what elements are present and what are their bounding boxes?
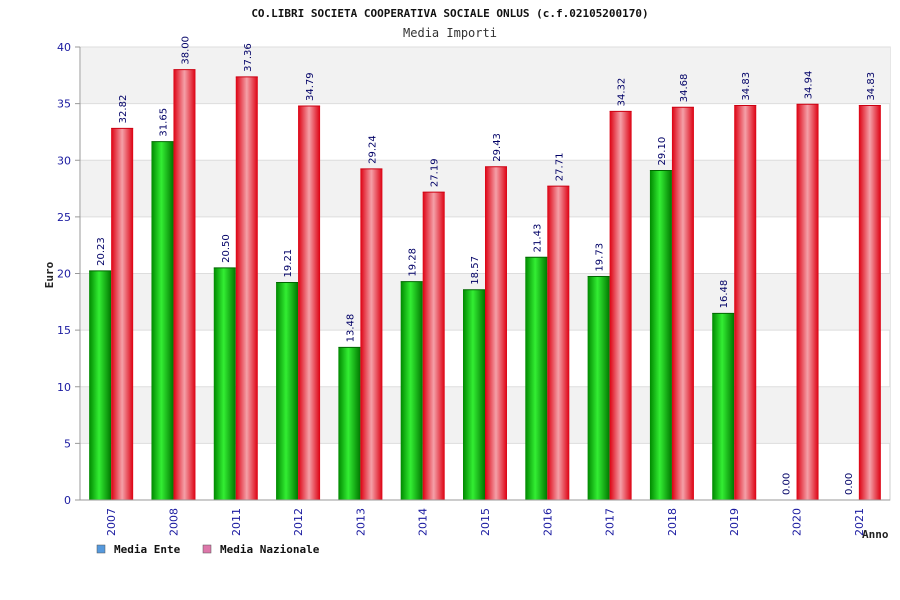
bar-media-nazionale <box>111 128 134 500</box>
y-axis-label: Euro <box>43 261 56 288</box>
bar-media-nazionale <box>422 192 445 501</box>
data-label-media-ente: 0.00 <box>844 473 855 495</box>
bars <box>89 69 881 501</box>
y-tick-label: 0 <box>64 494 71 507</box>
bar-media-nazionale <box>734 105 757 501</box>
bar-media-nazionale <box>547 186 570 500</box>
x-tick-label: 2007 <box>105 508 118 536</box>
bar-media-ente <box>213 267 236 500</box>
bar-media-ente <box>151 141 174 500</box>
data-label-media-nazionale: 34.32 <box>617 78 628 107</box>
legend: Media Ente Media Nazionale <box>96 543 320 556</box>
x-tick-label: 2018 <box>666 508 679 536</box>
legend-swatch-ente <box>96 544 106 554</box>
bar-media-nazionale <box>485 166 507 500</box>
data-label-media-ente: 20.50 <box>221 234 232 263</box>
data-label-media-ente: 18.57 <box>470 256 481 285</box>
x-axis-label: Anno <box>862 528 889 541</box>
bar-media-ente <box>525 257 548 500</box>
legend-label-ente: Media Ente <box>114 543 181 556</box>
x-tick-label: 2020 <box>791 508 804 536</box>
legend-swatch-nazionale <box>202 544 212 554</box>
legend-label-nazionale: Media Nazionale <box>220 543 320 556</box>
x-tick-label: 2014 <box>417 508 430 536</box>
data-label-media-ente: 16.48 <box>719 280 730 309</box>
bar-media-ente <box>276 282 299 500</box>
x-tick-label: 2013 <box>354 508 367 536</box>
data-label-media-nazionale: 27.19 <box>430 158 441 187</box>
data-label-media-nazionale: 34.79 <box>305 72 316 101</box>
bar-media-nazionale <box>235 76 258 500</box>
data-label-media-ente: 20.23 <box>96 237 107 266</box>
data-label-media-ente: 19.21 <box>283 249 294 278</box>
y-tick-label: 25 <box>57 211 71 224</box>
data-label-media-nazionale: 29.24 <box>367 135 378 164</box>
axes: 0 5 10 15 20 25 30 35 40 2007 2008 2011 2012 2013 2014… <box>57 41 890 536</box>
data-label-media-nazionale: 37.36 <box>243 43 254 72</box>
x-tick-label: 2008 <box>167 508 180 536</box>
data-label-media-nazionale: 38.00 <box>180 36 191 65</box>
data-label-media-nazionale: 34.68 <box>679 74 690 103</box>
data-label-media-ente: 21.43 <box>532 224 543 253</box>
x-tick-label: 2017 <box>604 508 617 536</box>
data-label-media-ente: 13.48 <box>345 314 356 343</box>
bar-media-nazionale <box>609 111 632 501</box>
data-label-media-nazionale: 32.82 <box>118 95 129 124</box>
data-label-media-nazionale: 29.43 <box>492 133 503 162</box>
data-label-media-nazionale: 34.83 <box>741 72 752 101</box>
y-tick-label: 15 <box>57 324 71 337</box>
x-tick-label: 2021 <box>853 508 866 536</box>
data-label-media-ente: 31.65 <box>158 108 169 137</box>
data-label-media-ente: 19.73 <box>595 243 606 272</box>
data-labels: 20.23 32.82 31.65 38.00 20.50 37.36 19.21 34.79… <box>96 36 877 495</box>
y-tick-label: 40 <box>57 41 71 54</box>
x-tick-label: 2016 <box>541 508 554 536</box>
x-tick-label: 2015 <box>479 508 492 536</box>
chart-subtitle: Media Importi <box>403 26 497 40</box>
y-tick-label: 20 <box>57 268 71 281</box>
y-tick-label: 10 <box>57 381 71 394</box>
bar-media-nazionale <box>360 168 383 500</box>
bar-media-ente <box>338 347 361 500</box>
x-tick-label: 2012 <box>292 508 305 536</box>
data-label-media-nazionale: 27.71 <box>554 153 565 182</box>
bar-media-nazionale <box>858 105 881 501</box>
bar-media-ente <box>712 313 735 500</box>
y-tick-label: 5 <box>64 437 71 450</box>
y-tick-label: 30 <box>57 154 71 167</box>
bar-media-ente <box>587 276 610 500</box>
data-label-media-ente: 29.10 <box>657 137 668 166</box>
bar-media-nazionale <box>173 69 196 501</box>
x-tick-label: 2011 <box>230 508 243 536</box>
chart-title: CO.LIBRI SOCIETA COOPERATIVA SOCIALE ONL… <box>251 7 648 20</box>
bar-media-ente <box>463 289 485 500</box>
bar-media-ente <box>649 170 672 500</box>
bar-media-ente <box>89 270 112 500</box>
bar-media-nazionale <box>796 104 819 500</box>
y-tick-label: 35 <box>57 98 71 111</box>
x-tick-label: 2019 <box>728 508 741 536</box>
bar-media-ente <box>400 281 423 500</box>
data-label-media-ente: 19.28 <box>408 248 419 277</box>
bar-media-nazionale <box>298 106 321 501</box>
data-label-media-ente: 0.00 <box>782 473 793 495</box>
grid-band <box>81 47 890 104</box>
data-label-media-nazionale: 34.94 <box>804 71 815 100</box>
data-label-media-nazionale: 34.83 <box>866 72 877 101</box>
bar-media-nazionale <box>671 107 694 501</box>
